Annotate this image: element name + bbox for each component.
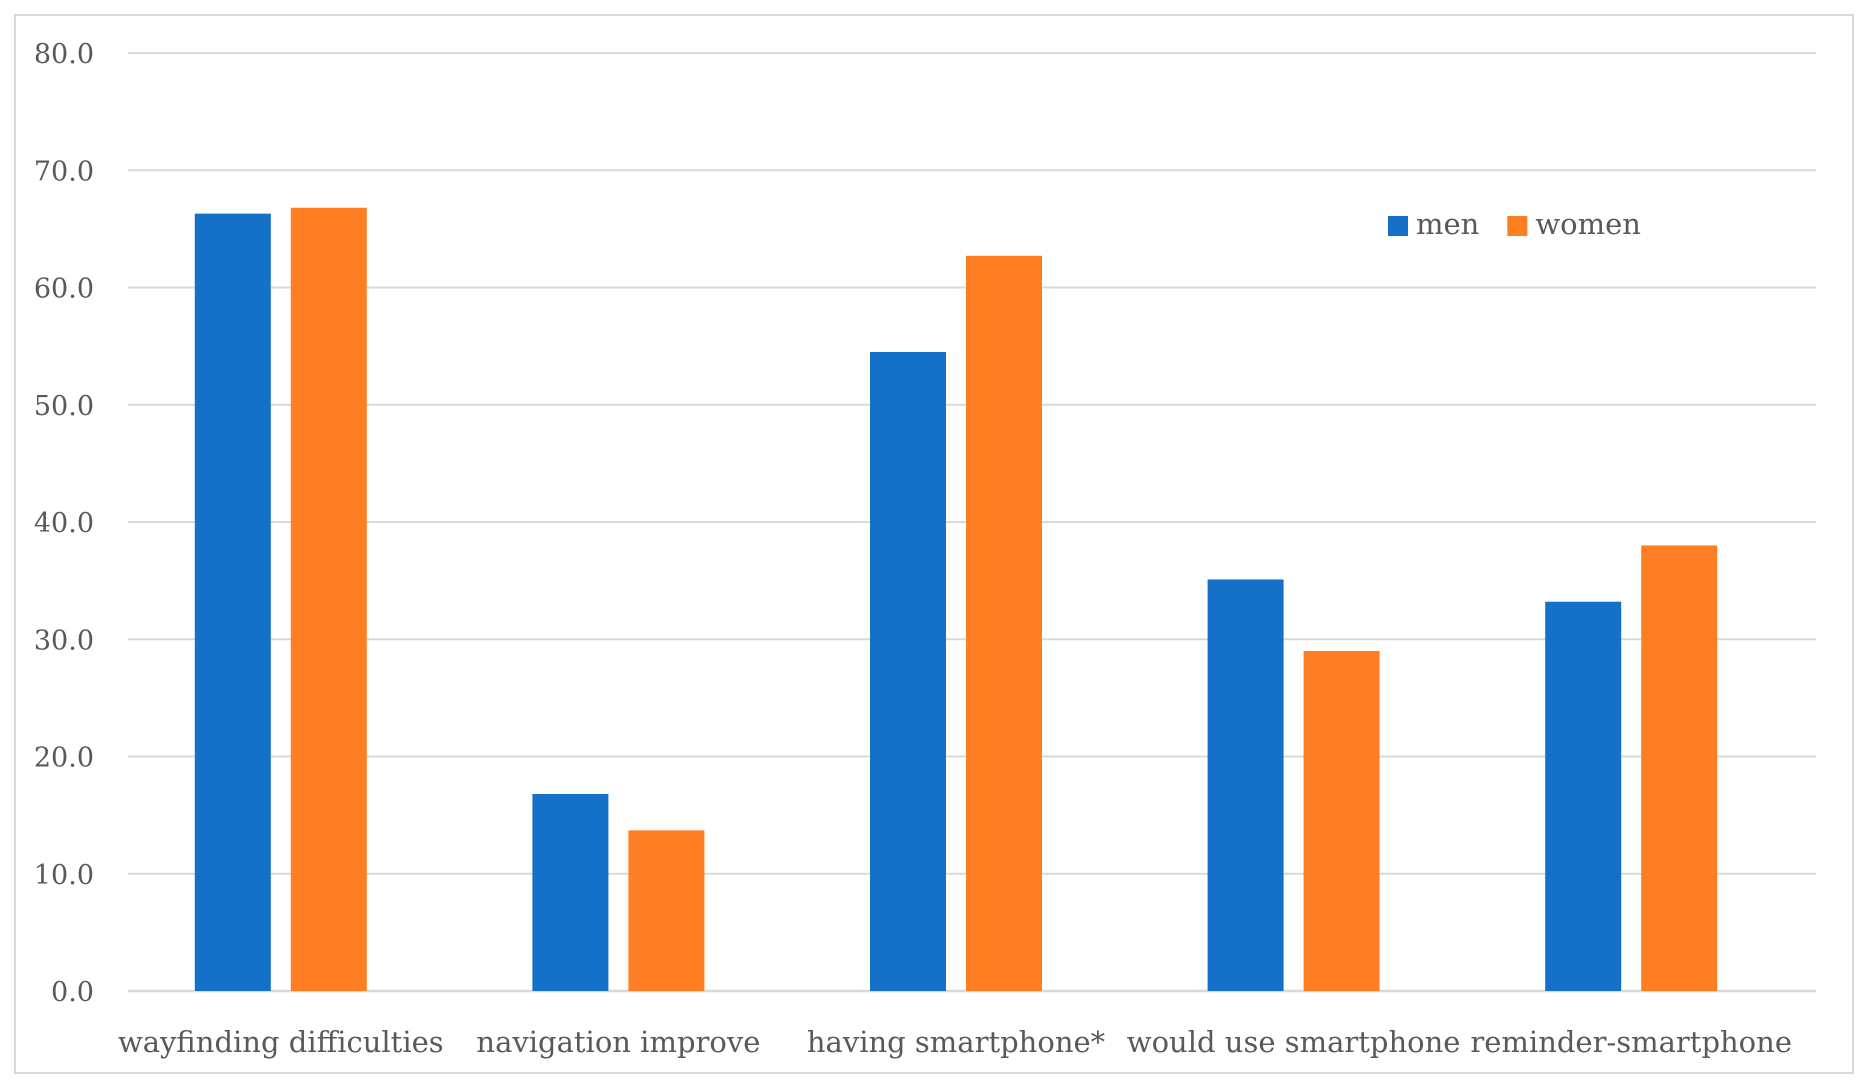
- y-tick-label: 80.0: [34, 39, 94, 70]
- bar-men-1: [532, 794, 609, 991]
- bars: [194, 207, 1718, 991]
- bar-men-4: [1545, 601, 1622, 991]
- x-category-label: wayfinding difficulties: [118, 1025, 444, 1059]
- y-tick-label: 30.0: [34, 625, 94, 656]
- legend-label-women: women: [1535, 207, 1641, 241]
- legend-label-men: men: [1416, 207, 1479, 241]
- bar-women-0: [290, 207, 367, 991]
- bar-women-3: [1303, 650, 1380, 991]
- legend-swatch-women: [1507, 216, 1528, 236]
- bar-women-4: [1641, 545, 1718, 991]
- bar-men-3: [1207, 579, 1284, 991]
- bar-men-0: [194, 213, 271, 991]
- x-category-label: would use smartphone: [1127, 1025, 1461, 1059]
- bar-women-2: [966, 255, 1042, 991]
- x-category-label: reminder-smartphone: [1470, 1025, 1792, 1059]
- bar-men-2: [870, 351, 946, 991]
- legend: men women: [1388, 207, 1641, 241]
- y-tick-label: 40.0: [34, 508, 94, 539]
- y-tick-label: 70.0: [34, 156, 94, 187]
- x-category-label: navigation improve: [476, 1025, 760, 1059]
- y-tick-label: 50.0: [34, 391, 94, 422]
- y-tick-label: 10.0: [34, 860, 94, 891]
- y-tick-label: 20.0: [34, 743, 94, 774]
- y-tick-label: 60.0: [34, 274, 94, 305]
- bar-women-1: [628, 830, 705, 991]
- y-tick-label: 0.0: [51, 977, 94, 1008]
- x-category-label: having smartphone*: [807, 1025, 1106, 1059]
- x-axis-labels: wayfinding difficulties navigation improv…: [118, 1025, 1792, 1059]
- y-axis-ticks: 0.0 10.0 20.0 30.0 40.0 50.0 60.0 70.0 80.0: [34, 39, 94, 1008]
- legend-swatch-men: [1388, 216, 1408, 236]
